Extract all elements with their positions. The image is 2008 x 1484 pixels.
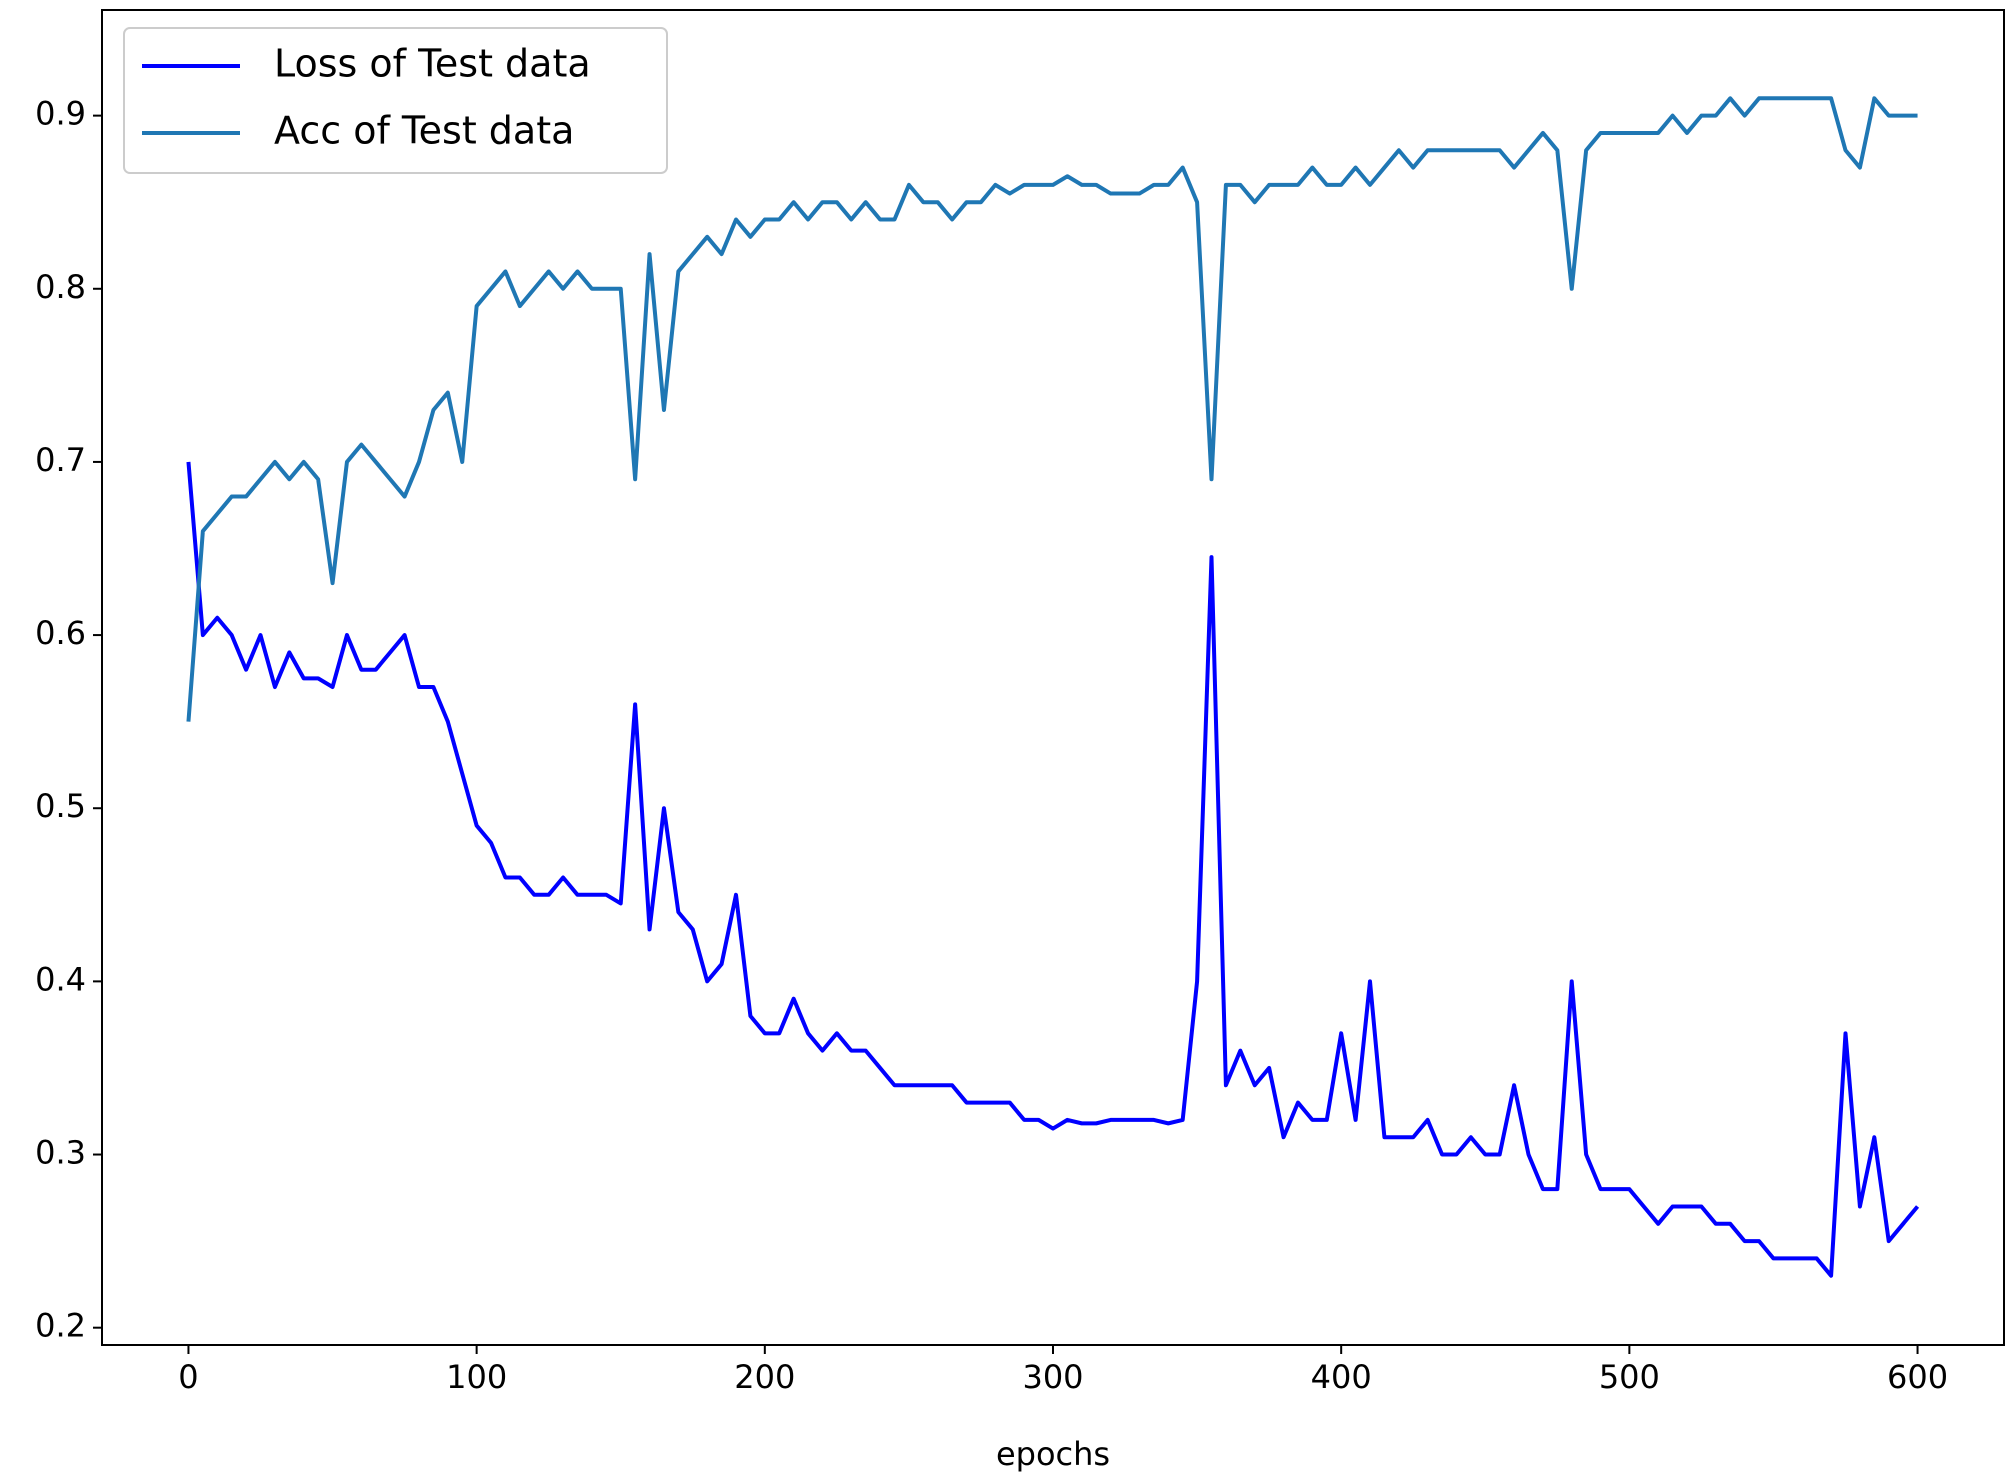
x-tick-label: 500 (1599, 1358, 1660, 1396)
y-tick-label: 0.8 (35, 268, 86, 306)
plot-frame (101, 9, 2005, 1346)
x-tick-label: 600 (1887, 1358, 1948, 1396)
legend-label: Acc of Test data (274, 109, 574, 153)
y-tick-label: 0.9 (35, 95, 86, 133)
y-tick-label: 0.5 (35, 787, 86, 825)
x-tick-label: 300 (1022, 1358, 1083, 1396)
y-tick-label: 0.6 (35, 614, 86, 652)
legend-label: Loss of Test data (274, 42, 591, 86)
y-tick-label: 0.4 (35, 960, 86, 998)
x-tick-label: 100 (446, 1358, 507, 1396)
data-line (186, 461, 1920, 1278)
y-tick-label: 0.2 (35, 1307, 86, 1345)
x-tick-label: 400 (1311, 1358, 1372, 1396)
y-tick-label: 0.7 (35, 441, 86, 479)
x-tick-label: 200 (734, 1358, 795, 1396)
y-tick-label: 0.3 (35, 1134, 86, 1172)
x-axis-label: epochs (996, 1435, 1110, 1473)
data-line (186, 96, 1918, 722)
x-tick-label: 0 (178, 1358, 198, 1396)
legend-box (123, 27, 668, 174)
